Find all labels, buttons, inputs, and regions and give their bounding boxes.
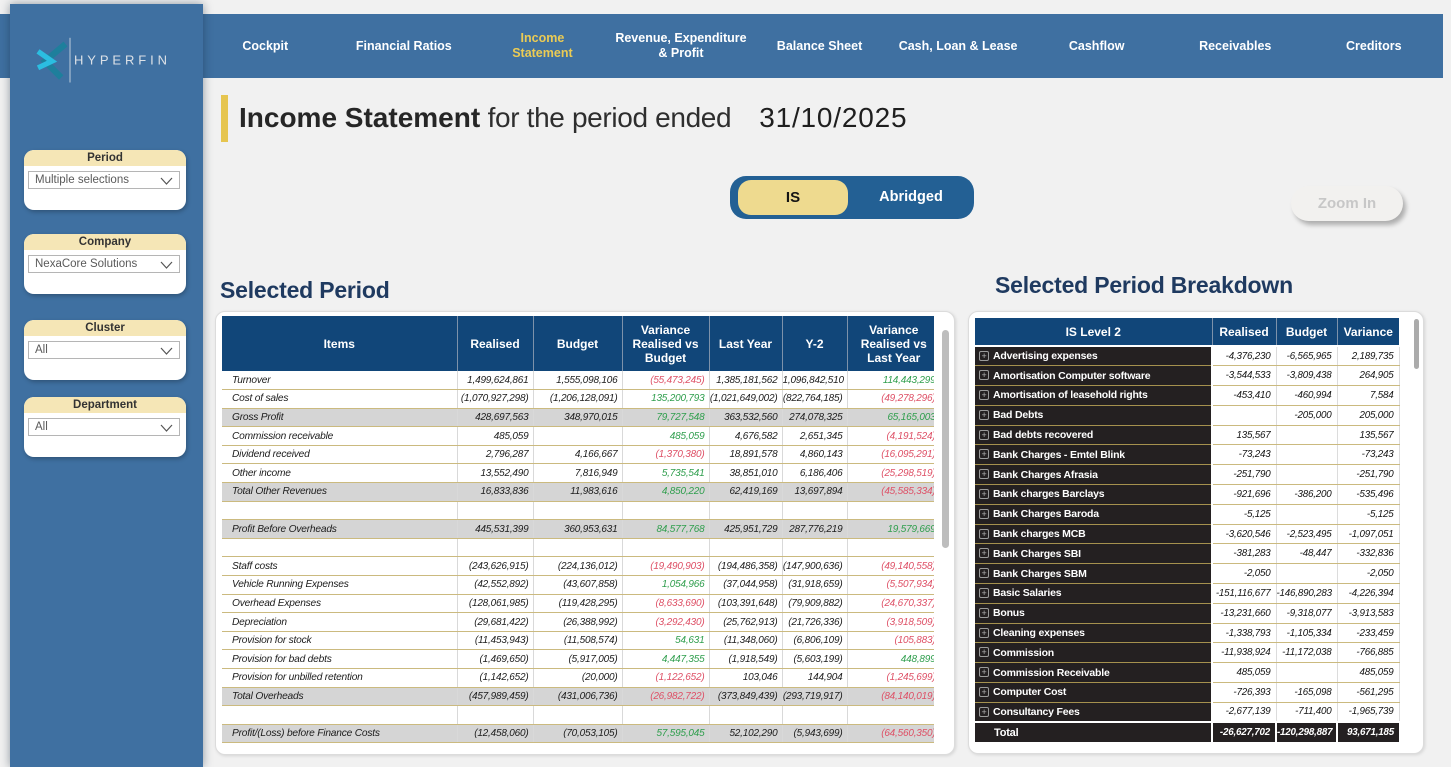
svg-text:HYPERFIN: HYPERFIN bbox=[74, 52, 171, 67]
